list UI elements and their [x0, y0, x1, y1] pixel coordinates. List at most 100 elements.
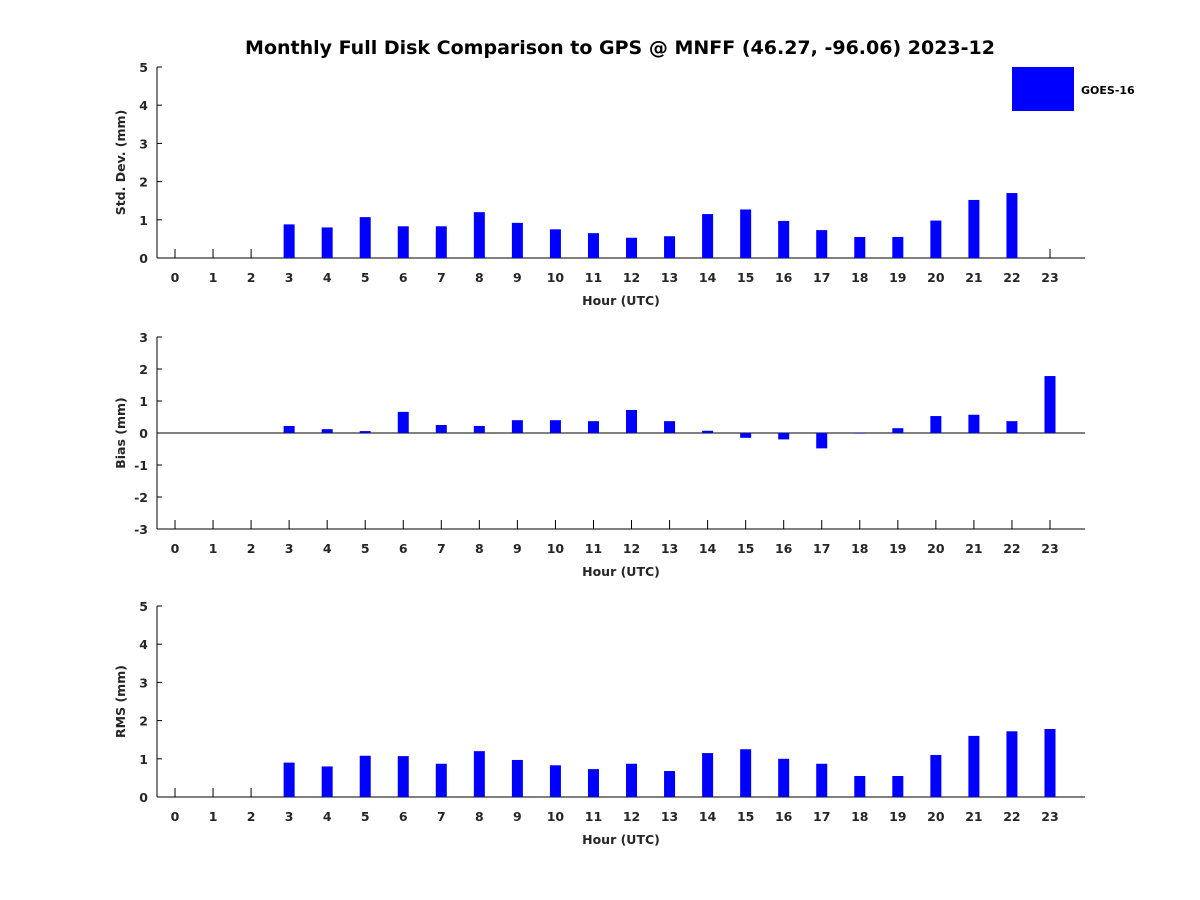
x-tick-label: 4 — [323, 541, 332, 556]
bar-hour-18 — [854, 775, 866, 797]
x-tick-label: 1 — [209, 270, 218, 285]
bar-hour-7 — [435, 763, 447, 797]
bar-hour-12 — [626, 763, 638, 797]
y-tick-label: 4 — [139, 98, 148, 113]
bar-hour-8 — [473, 212, 485, 258]
bar-hour-22 — [1006, 731, 1018, 797]
bar-hour-4 — [321, 766, 333, 797]
x-tick-label: 18 — [851, 270, 868, 285]
bar-hour-9 — [511, 222, 523, 258]
x-tick-label: 16 — [775, 809, 793, 824]
x-tick-label: 23 — [1041, 270, 1058, 285]
x-tick-label: 10 — [547, 541, 565, 556]
x-tick-label: 20 — [927, 809, 945, 824]
x-tick-label: 19 — [889, 541, 906, 556]
x-tick-label: 7 — [437, 270, 446, 285]
x-tick-label: 19 — [889, 270, 906, 285]
x-tick-label: 5 — [361, 809, 370, 824]
y-tick-label: -2 — [134, 490, 148, 505]
y-axis-label: Bias (mm) — [113, 397, 128, 469]
bar-hour-14 — [702, 753, 714, 797]
x-axis-label: Hour (UTC) — [582, 564, 660, 579]
x-tick-label: 2 — [247, 809, 256, 824]
x-tick-label: 10 — [547, 270, 565, 285]
x-tick-label: 6 — [399, 270, 408, 285]
bar-hour-23 — [1044, 729, 1056, 797]
legend-label-goes-16: GOES-16 — [1081, 84, 1135, 97]
x-tick-label: 18 — [851, 809, 868, 824]
x-tick-label: 7 — [437, 809, 446, 824]
x-tick-label: 11 — [585, 541, 602, 556]
y-tick-label: 2 — [139, 362, 148, 377]
x-tick-label: 6 — [399, 809, 408, 824]
x-tick-label: 5 — [361, 270, 370, 285]
x-tick-label: 22 — [1003, 270, 1020, 285]
y-tick-label: 2 — [139, 714, 148, 729]
y-tick-label: 0 — [139, 251, 148, 266]
y-tick-label: 0 — [139, 790, 148, 805]
bar-hour-19 — [892, 236, 904, 258]
x-tick-label: 21 — [965, 270, 982, 285]
bar-hour-11 — [587, 233, 599, 258]
x-tick-label: 5 — [361, 541, 370, 556]
y-axis-label: Std. Dev. (mm) — [113, 110, 128, 216]
bar-hour-6 — [397, 411, 409, 433]
bar-hour-8 — [473, 751, 485, 797]
x-tick-label: 10 — [547, 809, 565, 824]
x-tick-label: 23 — [1041, 541, 1058, 556]
bar-hour-9 — [511, 420, 523, 433]
bar-hour-21 — [968, 735, 980, 797]
bar-hour-16 — [778, 758, 790, 797]
y-tick-label: 3 — [139, 330, 148, 345]
x-tick-label: 17 — [813, 270, 830, 285]
bar-hour-18 — [854, 433, 866, 434]
bar-hour-15 — [740, 749, 752, 797]
bar-hour-10 — [549, 229, 561, 258]
x-tick-label: 19 — [889, 809, 906, 824]
bar-hour-12 — [626, 237, 638, 258]
y-tick-label: -3 — [134, 522, 148, 537]
x-tick-label: 9 — [513, 541, 522, 556]
legend-swatch-goes-16 — [1012, 67, 1074, 111]
x-tick-label: 1 — [209, 809, 218, 824]
bar-hour-3 — [283, 224, 295, 258]
bar-hour-13 — [664, 771, 676, 797]
bar-hour-20 — [930, 754, 942, 797]
x-axis-label: Hour (UTC) — [582, 293, 660, 308]
x-tick-label: 14 — [699, 270, 717, 285]
y-tick-label: 1 — [139, 752, 148, 767]
x-tick-label: 0 — [171, 809, 180, 824]
bar-hour-10 — [549, 765, 561, 797]
x-tick-label: 17 — [813, 541, 830, 556]
bar-hour-21 — [968, 414, 980, 433]
bar-hour-23 — [1044, 376, 1056, 433]
bar-hour-11 — [587, 769, 599, 797]
bar-hour-19 — [892, 428, 904, 433]
chart-legend: GOES-16 — [1012, 67, 1135, 111]
y-tick-label: -1 — [134, 458, 148, 473]
bar-hour-4 — [321, 429, 333, 433]
x-tick-label: 13 — [661, 541, 678, 556]
x-tick-label: 21 — [965, 541, 982, 556]
x-tick-label: 18 — [851, 541, 868, 556]
y-tick-label: 3 — [139, 675, 148, 690]
x-tick-label: 12 — [623, 270, 640, 285]
x-tick-label: 16 — [775, 541, 793, 556]
x-tick-label: 12 — [623, 541, 640, 556]
bar-hour-7 — [435, 425, 447, 433]
x-tick-label: 9 — [513, 270, 522, 285]
bar-hour-6 — [397, 226, 409, 258]
bar-hour-22 — [1006, 421, 1018, 433]
x-tick-label: 3 — [285, 809, 294, 824]
chart-title: Monthly Full Disk Comparison to GPS @ MN… — [245, 37, 995, 59]
y-tick-label: 5 — [139, 60, 148, 75]
y-tick-label: 1 — [139, 213, 148, 228]
x-tick-label: 4 — [323, 270, 332, 285]
x-axis-label: Hour (UTC) — [582, 832, 660, 847]
bar-hour-13 — [664, 421, 676, 433]
